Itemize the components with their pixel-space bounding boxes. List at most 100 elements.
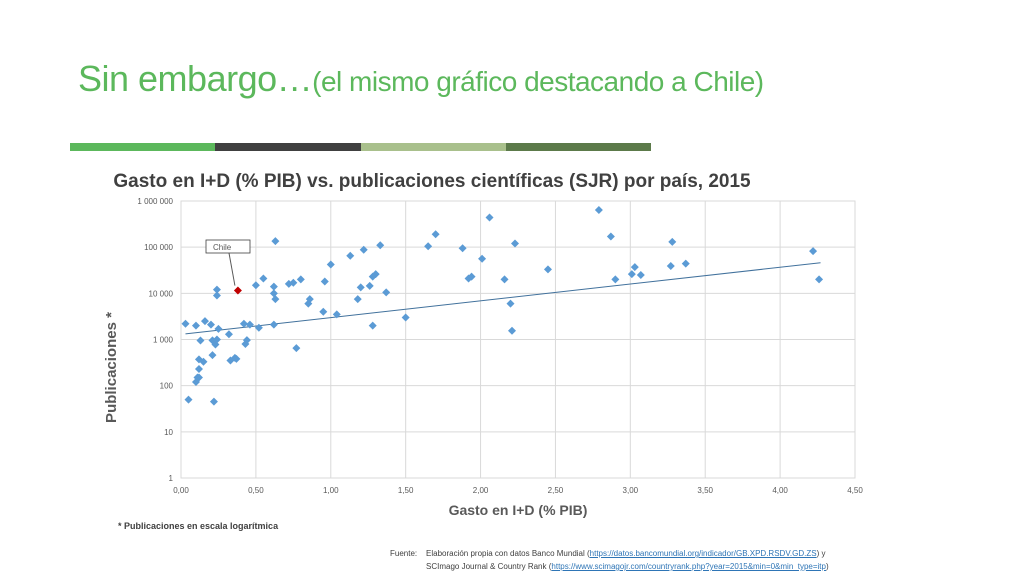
x-tick-label: 0,00 [173, 486, 189, 495]
x-axis-title: Gasto en I+D (% PIB) [449, 502, 588, 518]
y-tick-label: 1 [169, 474, 174, 483]
data-point [485, 213, 494, 222]
data-point [382, 288, 391, 297]
data-point [199, 357, 208, 366]
chart-title: Gasto en I+D (% PIB) vs. publicaciones c… [113, 171, 751, 192]
data-point [251, 281, 260, 290]
data-point [200, 317, 209, 326]
data-point [214, 324, 223, 333]
y-tick-label: 1 000 [153, 336, 174, 345]
scimago-link[interactable]: https://www.scimagojr.com/countryrank.ph… [551, 562, 826, 571]
data-point [326, 260, 335, 269]
data-point [269, 320, 278, 329]
annotation-layer: Chile [205, 239, 251, 286]
data-point [245, 320, 254, 329]
data-point [606, 232, 615, 241]
world-bank-link[interactable]: https://datos.bancomundial.org/indicador… [589, 549, 817, 558]
trendline-layer [185, 262, 821, 335]
data-point [292, 344, 301, 353]
y-tick-label: 100 [160, 382, 174, 391]
data-point [611, 275, 620, 284]
data-point [401, 313, 410, 322]
x-tick-label: 2,00 [473, 486, 489, 495]
y-axis-title: Publicaciones * [103, 312, 120, 423]
data-point [346, 251, 355, 260]
x-tick-label: 1,50 [398, 486, 414, 495]
data-point [543, 265, 552, 274]
data-point [681, 259, 690, 268]
y-tick-label: 1 000 000 [137, 197, 173, 206]
data-point [815, 275, 824, 284]
data-point [259, 274, 268, 283]
data-point [458, 244, 467, 253]
data-point [359, 245, 368, 254]
source-note: Fuente: Elaboración propia con datos Banc… [390, 547, 829, 573]
color-bar-segment-2 [215, 143, 361, 151]
data-point [506, 299, 515, 308]
data-point [467, 272, 476, 281]
data-point [196, 336, 205, 345]
data-point [269, 289, 278, 298]
axes: 1 10 100 1 000 10 000 100 000 1 000 000 0,00 0,5… [103, 197, 863, 518]
data-point [478, 254, 487, 263]
data-point [668, 237, 677, 246]
data-point [666, 262, 675, 271]
data-point [500, 275, 509, 284]
data-point [212, 335, 221, 344]
color-bar-segment-3 [360, 143, 506, 151]
color-bar-segment-1 [70, 143, 216, 151]
trendline [185, 262, 821, 335]
y-tick-label: 10 [164, 428, 173, 437]
data-point [208, 351, 217, 360]
slide-title: Sin embargo…(el mismo gráfico destacando… [78, 58, 764, 100]
data-point [232, 354, 241, 363]
data-point [508, 326, 517, 335]
data-point [809, 247, 818, 256]
data-point [212, 291, 221, 300]
points-layer [181, 205, 824, 406]
slide-title-sub: (el mismo gráfico destacando a Chile) [312, 66, 764, 97]
x-tick-label: 0,50 [248, 486, 264, 495]
data-point [254, 323, 263, 332]
data-point [239, 319, 248, 328]
footnote: * Publicaciones en escala logarítmica [118, 521, 279, 531]
annotation-leader [228, 252, 236, 286]
data-point [181, 319, 190, 328]
data-point [356, 283, 365, 292]
data-point [368, 321, 377, 330]
data-point [319, 307, 328, 316]
annotation-box [205, 239, 251, 254]
data-point [242, 336, 251, 345]
color-bar-segment-4 [505, 143, 651, 151]
data-point [289, 278, 298, 287]
data-point [271, 295, 280, 304]
annotation-label: Chile [213, 243, 232, 252]
source-line1-text: Elaboración propia con datos Banco Mundi… [426, 549, 590, 558]
decorative-color-bar [70, 143, 651, 151]
x-tick-label: 2,50 [548, 486, 564, 495]
x-tick-label: 4,50 [847, 486, 863, 495]
gridlines [180, 200, 856, 479]
slide-title-main: Sin embargo… [78, 58, 313, 99]
data-point [305, 295, 314, 304]
data-point-chile [233, 286, 242, 295]
data-point [212, 285, 221, 294]
source-label: Fuente: [390, 549, 418, 558]
data-point [630, 263, 639, 272]
x-tick-label: 4,00 [772, 486, 788, 495]
data-point [296, 275, 305, 284]
data-point [206, 320, 215, 329]
x-tick-label: 1,00 [323, 486, 339, 495]
data-point [194, 373, 203, 382]
data-point [269, 282, 278, 291]
data-point [371, 270, 380, 279]
y-tick-label: 100 000 [144, 243, 173, 252]
data-point [184, 395, 193, 404]
data-point [594, 205, 603, 214]
source-line2-text: SCImago Journal & Country Rank ( [426, 562, 552, 571]
data-point [224, 330, 233, 339]
data-point [636, 270, 645, 279]
data-point [376, 241, 385, 250]
x-tick-label: 3,50 [697, 486, 713, 495]
